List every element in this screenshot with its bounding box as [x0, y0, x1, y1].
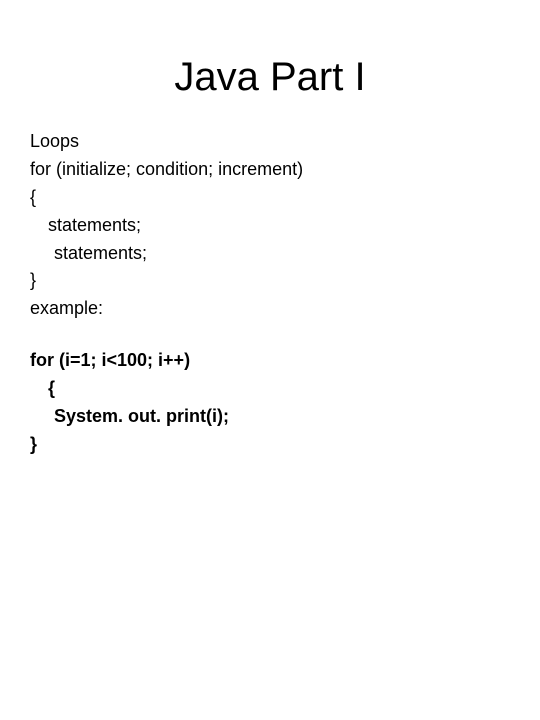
page-title: Java Part I: [30, 55, 510, 100]
text-line-example-label: example:: [30, 295, 510, 323]
spacer: [30, 323, 510, 347]
text-line-system-out: System. out. print(i);: [30, 403, 510, 431]
text-line-for-syntax: for (initialize; condition; increment): [30, 156, 510, 184]
text-line-example-close-brace: }: [30, 431, 510, 459]
text-line-for-example: for (i=1; i<100; i++): [30, 347, 510, 375]
text-line-loops: Loops: [30, 128, 510, 156]
text-line-statements-2: statements;: [30, 240, 510, 268]
text-line-close-brace: }: [30, 267, 510, 295]
text-line-statements-1: statements;: [30, 212, 510, 240]
text-line-open-brace: {: [30, 184, 510, 212]
text-line-example-open-brace: {: [30, 375, 510, 403]
